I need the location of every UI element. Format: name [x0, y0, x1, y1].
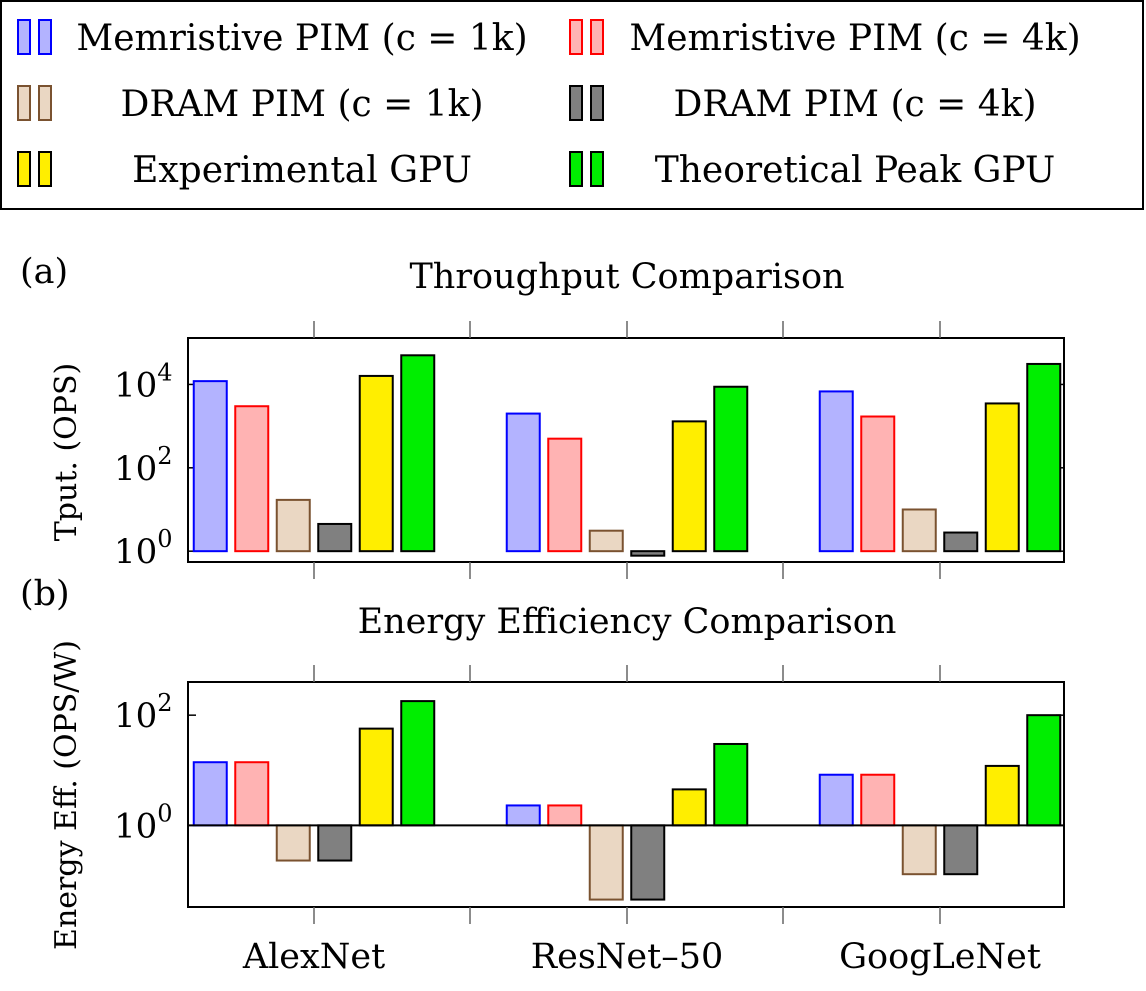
- bar-memristive-pim-c-4k-alexnet: [234, 405, 270, 553]
- bar-theoretical-peak-gpu-googlenet: [1026, 362, 1062, 553]
- bar-memristive-pim-c-4k-googlenet: [860, 773, 896, 827]
- legend-label: Theoretical Peak GPU: [655, 150, 1056, 191]
- bar-dram-pim-c-1k-resnet-50: [588, 824, 624, 901]
- bar-dram-pim-c-4k-googlenet: [943, 531, 979, 553]
- bar-theoretical-peak-gpu-googlenet: [1026, 714, 1062, 827]
- energy-title: Energy Efficiency Comparison: [358, 602, 897, 642]
- bar-dram-pim-c-4k-resnet-50: [630, 824, 666, 901]
- legend-label: Memristive PIM (c = 4k): [629, 18, 1080, 59]
- legend-label: DRAM PIM (c = 4k): [673, 84, 1036, 125]
- panel-a-label: (a): [20, 252, 68, 292]
- y-tick-label: 104: [114, 358, 173, 405]
- plot-frame: [187, 681, 1065, 908]
- category-label-resnet-50: ResNet–50: [531, 937, 723, 977]
- bar-memristive-pim-c-4k-resnet-50: [547, 804, 583, 827]
- category-label-alexnet: AlexNet: [242, 937, 385, 977]
- bar-dram-pim-c-1k-googlenet: [901, 508, 937, 553]
- bar-theoretical-peak-gpu-resnet-50: [713, 742, 749, 827]
- category-label-googlenet: GoogLeNet: [839, 937, 1041, 977]
- panel-b-label: (b): [20, 574, 70, 614]
- bar-dram-pim-c-1k-googlenet: [901, 824, 937, 876]
- bar-memristive-pim-c-1k-googlenet: [818, 773, 854, 827]
- legend-label: DRAM PIM (c = 1k): [120, 84, 483, 125]
- legend-swatch: [17, 151, 52, 187]
- bar-memristive-pim-c-1k-alexnet: [192, 761, 228, 827]
- bar-dram-pim-c-1k-alexnet: [275, 498, 311, 553]
- bar-dram-pim-c-4k-resnet-50: [630, 550, 666, 557]
- legend-swatch: [17, 85, 52, 121]
- energy-y-axis-label: Energy Eff. (OPS/W): [49, 640, 84, 950]
- legend-item-theoretical-peak-gpu: Theoretical Peak GPU: [569, 150, 1056, 191]
- bar-memristive-pim-c-4k-alexnet: [234, 761, 270, 827]
- bar-experimental-gpu-googlenet: [984, 764, 1020, 827]
- legend: Memristive PIM (c = 1k) Memristive PIM (c…: [0, 0, 1144, 210]
- legend-item-dram-pim-c-1k: DRAM PIM (c = 1k): [17, 84, 484, 125]
- legend-swatch: [17, 19, 52, 55]
- bar-experimental-gpu-resnet-50: [671, 420, 707, 553]
- bar-memristive-pim-c-1k-alexnet: [192, 380, 228, 553]
- legend-swatch: [569, 85, 604, 121]
- legend-item-memristive-pim-c-1k: Memristive PIM (c = 1k): [17, 18, 528, 59]
- bar-memristive-pim-c-1k-googlenet: [818, 390, 854, 553]
- bar-memristive-pim-c-4k-resnet-50: [547, 437, 583, 553]
- throughput-y-axis-label: Tput. (OPS): [49, 363, 84, 541]
- bar-memristive-pim-c-1k-resnet-50: [505, 412, 541, 553]
- legend-swatch: [569, 151, 604, 187]
- bar-theoretical-peak-gpu-resnet-50: [713, 385, 749, 553]
- legend-label: Memristive PIM (c = 1k): [76, 18, 527, 59]
- bar-dram-pim-c-1k-alexnet: [275, 824, 311, 862]
- bar-dram-pim-c-4k-alexnet: [317, 824, 353, 862]
- throughput-panel: (a) Throughput Comparison Tput. (OPS) 10…: [20, 252, 1065, 579]
- throughput-title: Throughput Comparison: [409, 257, 844, 297]
- energy-panel: (b) Energy Efficiency Comparison Energy …: [20, 574, 1065, 950]
- bar-experimental-gpu-googlenet: [984, 402, 1020, 553]
- x-axis-category-labels: AlexNet ResNet–50 GoogLeNet: [242, 937, 1041, 977]
- legend-item-experimental-gpu: Experimental GPU: [17, 150, 472, 191]
- bar-dram-pim-c-4k-googlenet: [943, 824, 979, 876]
- bar-memristive-pim-c-4k-googlenet: [860, 415, 896, 553]
- bar-theoretical-peak-gpu-alexnet: [400, 354, 436, 553]
- y-tick-label: 102: [114, 442, 173, 489]
- y-tick-label: 100: [114, 525, 173, 572]
- plot-frame: [187, 337, 1065, 563]
- bar-experimental-gpu-alexnet: [358, 727, 394, 827]
- legend-item-dram-pim-c-4k: DRAM PIM (c = 4k): [569, 84, 1037, 125]
- bar-memristive-pim-c-1k-resnet-50: [505, 804, 541, 827]
- bar-dram-pim-c-4k-alexnet: [317, 522, 353, 553]
- y-tick-label: 100: [114, 799, 173, 846]
- bar-experimental-gpu-alexnet: [358, 374, 394, 553]
- y-tick-label: 102: [114, 689, 173, 736]
- bar-experimental-gpu-resnet-50: [671, 788, 707, 827]
- bar-dram-pim-c-1k-resnet-50: [588, 529, 624, 553]
- bar-theoretical-peak-gpu-alexnet: [400, 700, 436, 827]
- legend-item-memristive-pim-c-4k: Memristive PIM (c = 4k): [569, 18, 1081, 59]
- legend-swatch: [569, 19, 604, 55]
- legend-label: Experimental GPU: [132, 150, 472, 191]
